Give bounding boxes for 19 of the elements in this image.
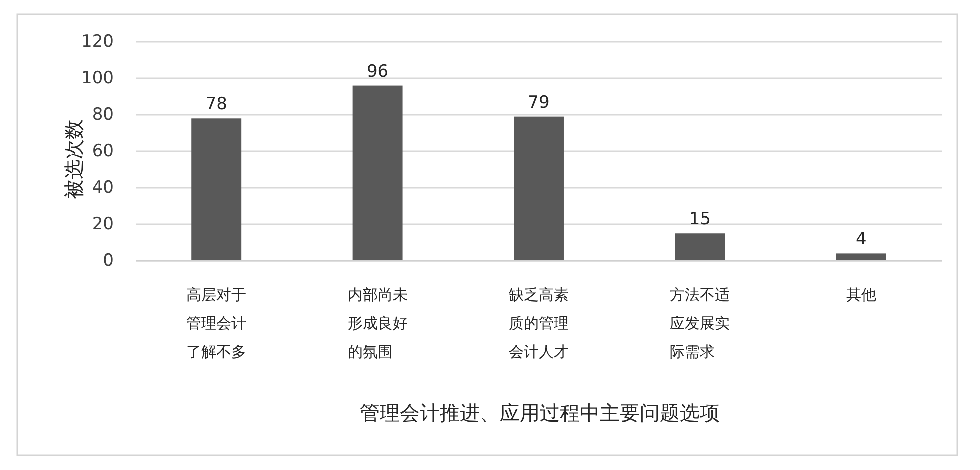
y-axis-title: 被选次数 (62, 120, 86, 200)
data-label: 78 (206, 94, 228, 115)
x-tick-label: 高层对于管理会计了解不多 (186, 286, 247, 361)
y-tick-label: 0 (103, 251, 114, 271)
y-tick-label: 120 (82, 32, 114, 52)
x-tick-label: 方法不适应发展实际需求 (670, 286, 730, 361)
y-tick-label: 60 (92, 142, 114, 162)
data-label: 4 (856, 230, 867, 250)
x-tick-label: 其他 (846, 286, 876, 304)
y-tick-label: 20 (92, 214, 114, 234)
data-label: 79 (528, 92, 550, 113)
y-tick-label: 80 (92, 105, 114, 125)
data-label: 96 (366, 62, 389, 82)
x-tick-label: 内部尚未形成良好的氛围 (348, 286, 408, 361)
x-axis-title: 管理会计推进、应用过程中主要问题选项 (360, 401, 720, 425)
x-tick-label: 缺乏高素质的管理会计人才 (509, 286, 569, 361)
y-tick-label: 40 (92, 178, 114, 198)
y-tick-label: 100 (82, 68, 114, 88)
data-label: 15 (689, 210, 712, 230)
